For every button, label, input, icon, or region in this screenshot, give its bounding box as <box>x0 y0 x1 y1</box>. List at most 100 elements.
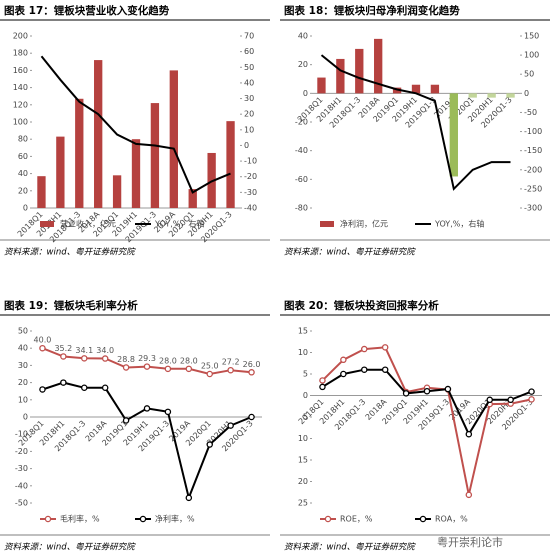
y-tick-label: 0 <box>303 89 308 98</box>
marker <box>206 370 213 378</box>
legend-label: 净利率，% <box>155 514 195 524</box>
y-tick-label: 5 <box>303 413 308 422</box>
bar <box>112 175 122 208</box>
legend-marker <box>419 515 427 523</box>
y2-tick-label: 60 <box>244 47 254 56</box>
y2-tick-label: 150 <box>524 32 539 41</box>
y2-tick-label: 70 <box>244 32 254 41</box>
marker <box>39 386 46 393</box>
y-tick-label: 160 <box>13 66 28 75</box>
y-tick-label: 15 <box>298 327 308 336</box>
marker <box>81 355 88 362</box>
line-series <box>320 54 511 191</box>
marker <box>39 344 46 352</box>
watermark: 粤开崇利论市 <box>437 535 503 549</box>
y-tick-label: 50 <box>18 327 28 336</box>
marker <box>340 370 347 378</box>
y2-tick-label: -10 <box>244 157 257 166</box>
bar <box>487 93 496 98</box>
marker <box>164 365 172 373</box>
legend-label: 毛利率，% <box>60 514 100 524</box>
y2-tick-label: -40 <box>244 204 257 213</box>
marker <box>227 422 234 429</box>
value-label: 35.2 <box>54 344 72 353</box>
chart-title: 图表 17：锂板块营业收入变化趋势 <box>4 4 170 17</box>
value-label: 34.1 <box>75 346 93 355</box>
y-tick-label: 140 <box>13 83 28 92</box>
bar <box>506 93 515 98</box>
y-tick-label: 180 <box>13 49 28 58</box>
y-tick-label: 40 <box>18 344 28 353</box>
marker <box>319 377 326 384</box>
y-tick-label: 20 <box>298 477 308 486</box>
marker <box>340 356 347 364</box>
marker <box>486 396 493 404</box>
marker <box>227 366 234 374</box>
y-tick-label: 40 <box>18 169 28 178</box>
y2-tick-label: 20 <box>244 110 254 119</box>
source: 资料来源：wind、粤开证券研究院 <box>284 247 416 258</box>
marker <box>248 413 255 421</box>
y2-tick-label: -200 <box>524 165 542 174</box>
y-tick-label: 120 <box>13 100 28 109</box>
bar <box>169 70 178 209</box>
y-tick-label: -60 <box>295 175 308 184</box>
bar <box>56 136 65 208</box>
bar <box>150 103 160 208</box>
marker <box>507 396 514 404</box>
marker <box>122 417 130 424</box>
marker <box>81 384 88 392</box>
y-tick-label: 5 <box>303 370 308 379</box>
value-label: 25.0 <box>201 362 219 371</box>
bar <box>468 93 477 98</box>
y-tick-label: -40 <box>15 481 28 490</box>
marker <box>185 494 193 502</box>
y2-tick-label: 100 <box>524 51 539 60</box>
value-label: 27.2 <box>222 358 240 367</box>
source: 资料来源：wind、粤开证券研究院 <box>4 247 136 258</box>
legend-marker <box>44 515 52 523</box>
y2-tick-label: -20 <box>244 172 257 181</box>
bar <box>188 189 197 208</box>
y-tick-label: 80 <box>18 135 28 144</box>
y-tick-label: 15 <box>298 456 308 465</box>
y2-tick-label: -30 <box>244 188 257 197</box>
line-series <box>40 55 231 194</box>
chart-title: 图表 20：锂板块投资回报率分析 <box>284 299 439 312</box>
y2-tick-label: -50 <box>524 108 537 117</box>
marker <box>528 396 535 403</box>
marker <box>122 364 130 371</box>
chart-title: 图表 18：锂板块归母净利润变化趋势 <box>284 4 460 17</box>
marker <box>143 363 151 370</box>
marker <box>444 385 452 393</box>
legend-label: ROA，% <box>435 515 468 524</box>
bar <box>336 58 345 94</box>
marker <box>381 344 389 351</box>
y-tick-label: -30 <box>15 464 28 473</box>
y-tick-label: 20 <box>18 378 28 387</box>
y2-tick-label: -100 <box>524 127 542 136</box>
bar <box>226 121 235 208</box>
y-tick-label: 40 <box>298 32 308 41</box>
marker <box>465 430 473 438</box>
value-label: 40.0 <box>34 336 52 345</box>
legend-label: 营业收入，亿元 <box>60 219 116 229</box>
legend-marker <box>324 515 332 523</box>
y-tick-label: 0 <box>23 413 28 422</box>
value-label: 29.3 <box>138 354 156 363</box>
value-label: 28.8 <box>117 355 135 364</box>
y2-tick-label: 0 <box>244 141 249 150</box>
y-tick-label: 20 <box>18 186 28 195</box>
marker <box>402 390 410 397</box>
value-label: 34.0 <box>96 346 114 355</box>
marker <box>465 491 473 499</box>
bar <box>37 176 46 208</box>
marker <box>361 366 368 373</box>
y-tick-label: 0 <box>23 204 28 213</box>
source: 资料来源：wind、粤开证券研究院 <box>4 542 136 553</box>
marker <box>164 408 172 416</box>
legend-swatch <box>320 221 334 227</box>
y-tick-label: -20 <box>295 118 308 127</box>
bar <box>94 60 103 208</box>
y-tick-label: 0 <box>303 391 308 400</box>
